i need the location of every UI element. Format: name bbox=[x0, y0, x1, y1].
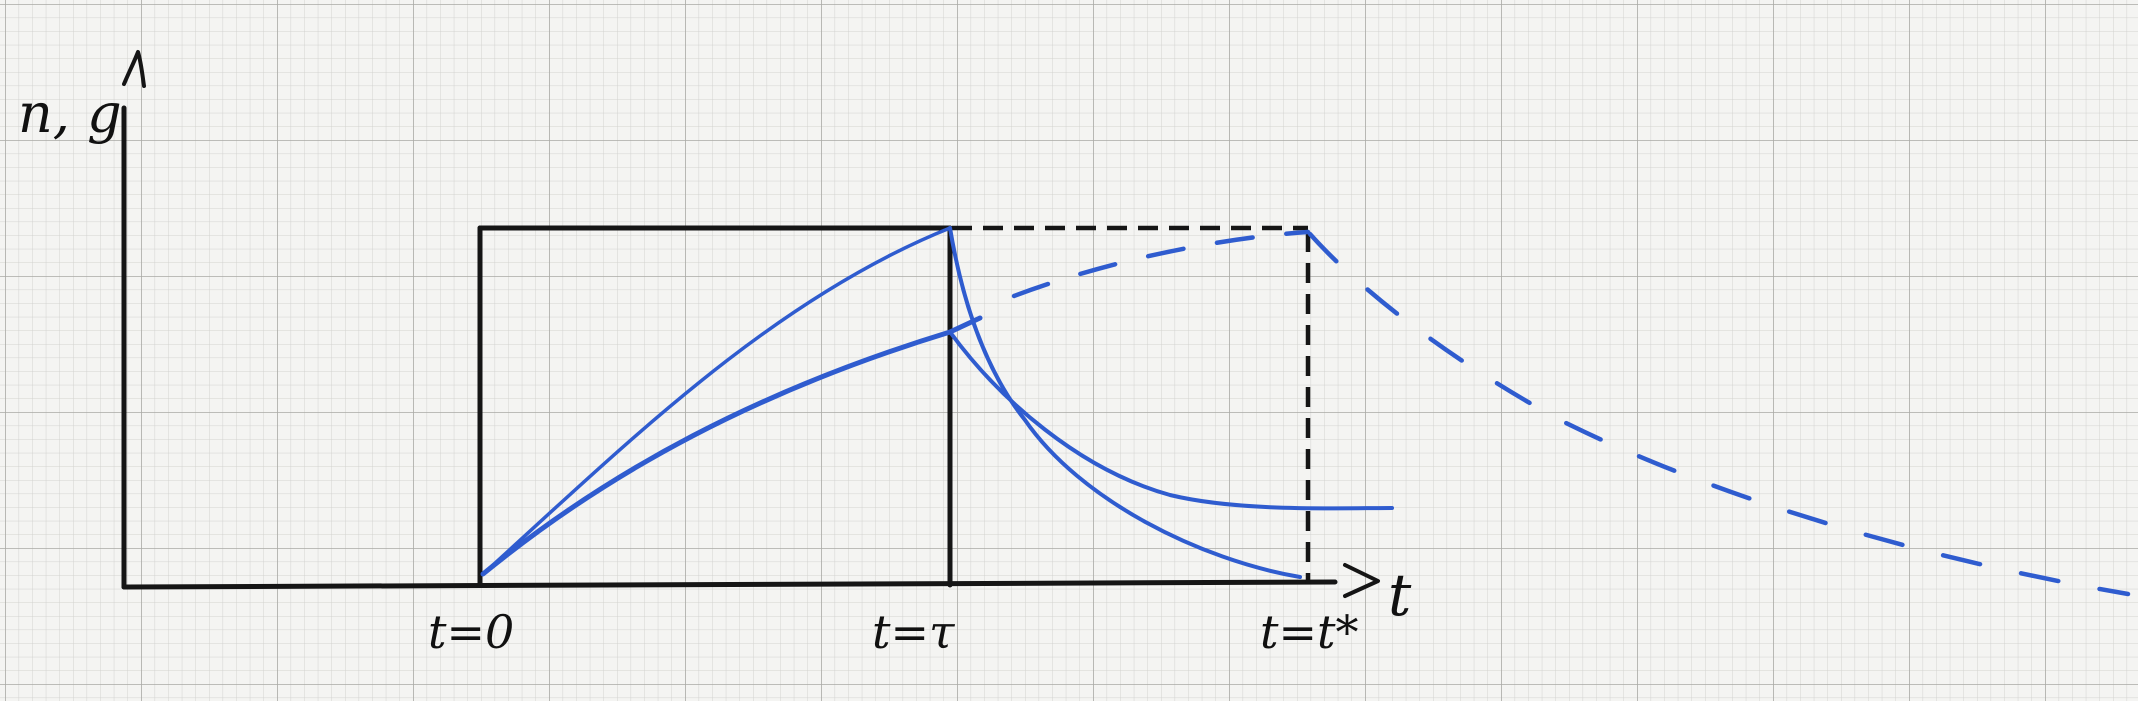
lower-decay-to-plateau bbox=[948, 330, 1394, 511]
tick-label-t0: t=0 bbox=[428, 605, 514, 659]
tick-label-tstar: t=t* bbox=[1260, 605, 1359, 659]
tick-label-tau: t=τ bbox=[872, 605, 956, 659]
x-axis-label: t bbox=[1388, 561, 1412, 629]
x-axis-arrowhead bbox=[1343, 563, 1380, 598]
dashed-decay-curve bbox=[1307, 231, 2131, 597]
extension-box-dashed bbox=[952, 225, 1311, 584]
y-axis-arrowhead bbox=[122, 50, 146, 88]
axes bbox=[121, 50, 1380, 598]
blue-curves bbox=[480, 226, 2131, 597]
lower-rising-curve bbox=[480, 315, 983, 577]
upper-rising-curve bbox=[481, 226, 952, 576]
x-axis bbox=[121, 579, 1338, 590]
interval-box bbox=[477, 225, 953, 588]
dashed-extension-curve bbox=[1011, 229, 1311, 299]
upper-decay-to-zero bbox=[948, 226, 1302, 579]
y-axis-label: n, g bbox=[18, 82, 122, 145]
